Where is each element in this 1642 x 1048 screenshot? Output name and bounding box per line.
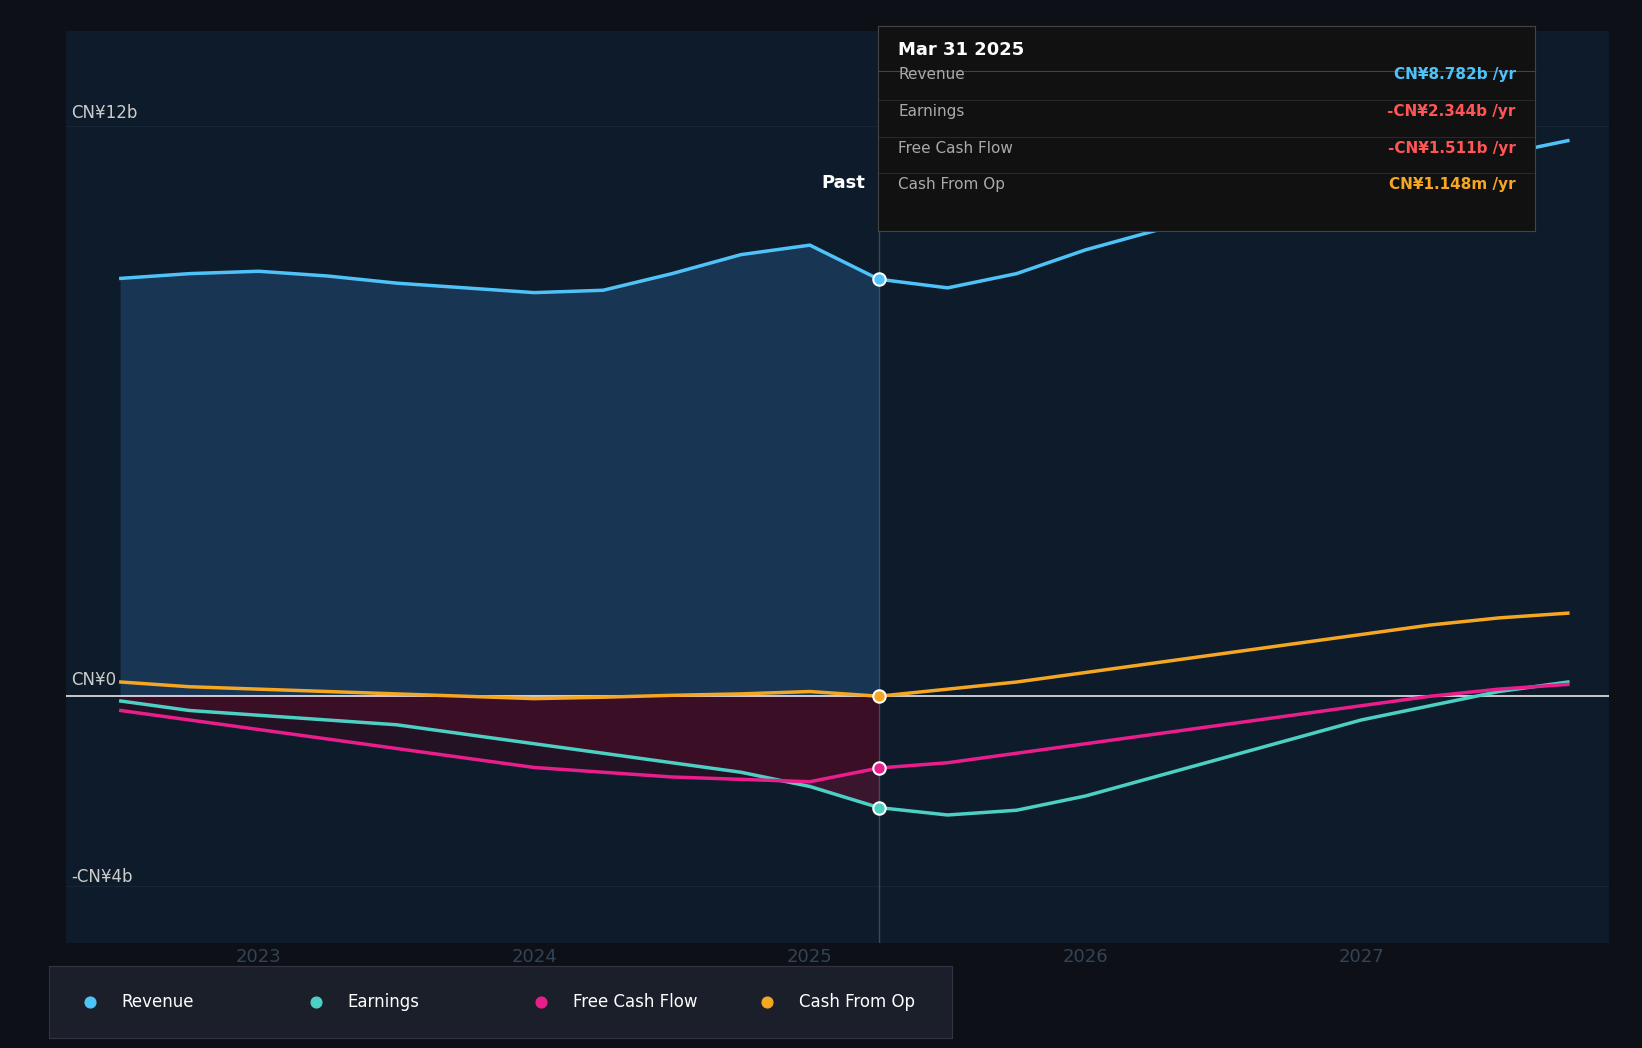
Point <box>865 760 892 777</box>
Point <box>865 687 892 704</box>
Point <box>302 994 328 1010</box>
Text: Earnings: Earnings <box>898 104 964 118</box>
Point <box>77 994 103 1010</box>
Text: -CN¥1.511b /yr: -CN¥1.511b /yr <box>1387 140 1516 156</box>
Text: CN¥0: CN¥0 <box>71 671 117 690</box>
Text: Cash From Op: Cash From Op <box>898 177 1005 193</box>
Text: Mar 31 2025: Mar 31 2025 <box>898 41 1025 59</box>
Text: Free Cash Flow: Free Cash Flow <box>898 140 1013 156</box>
Point <box>865 270 892 287</box>
Text: Revenue: Revenue <box>898 67 965 82</box>
Point <box>529 994 555 1010</box>
Text: Cash From Op: Cash From Op <box>800 992 915 1011</box>
Point <box>754 994 780 1010</box>
Text: -CN¥2.344b /yr: -CN¥2.344b /yr <box>1387 104 1516 118</box>
Text: Past: Past <box>821 174 865 193</box>
Text: -CN¥4b: -CN¥4b <box>71 868 133 887</box>
Text: Free Cash Flow: Free Cash Flow <box>573 992 698 1011</box>
Text: CN¥12b: CN¥12b <box>71 104 138 122</box>
Text: Analysts Forecasts: Analysts Forecasts <box>893 174 1061 193</box>
Text: CN¥1.148m /yr: CN¥1.148m /yr <box>1389 177 1516 193</box>
Text: Earnings: Earnings <box>348 992 419 1011</box>
Text: CN¥8.782b /yr: CN¥8.782b /yr <box>1394 67 1516 82</box>
Text: Revenue: Revenue <box>122 992 194 1011</box>
Point <box>865 800 892 816</box>
